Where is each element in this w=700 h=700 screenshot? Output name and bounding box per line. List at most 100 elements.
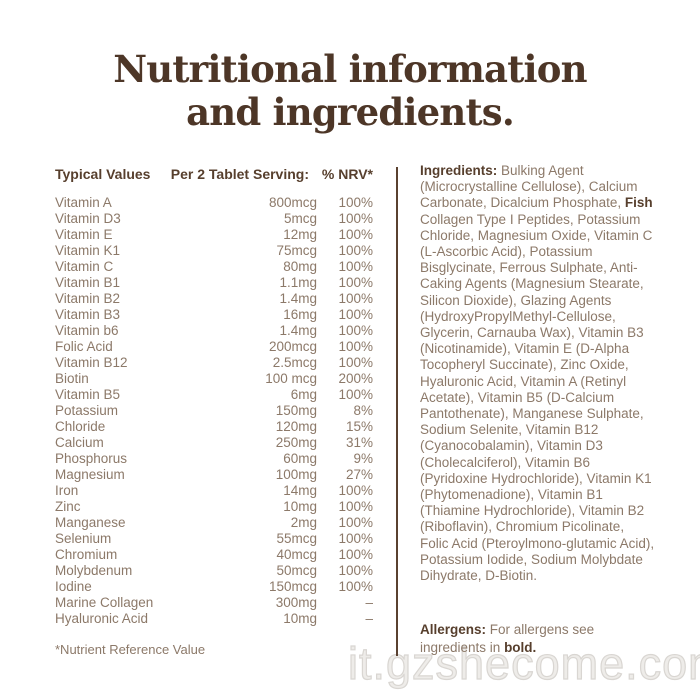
nutrient-amount: 250mg bbox=[275, 435, 317, 450]
nutrient-amount: 14mg bbox=[283, 483, 317, 498]
nutrition-table-body: Vitamin A 800mcg 100% Vitamin D3 5mcg 100% Vit… bbox=[55, 195, 373, 627]
nutrient-amount: 6mg bbox=[290, 387, 317, 402]
page-title-line1: Nutritional information bbox=[113, 47, 587, 91]
table-row: Vitamin B2 1.4mg 100% bbox=[55, 291, 373, 307]
table-row: Vitamin B3 16mg 100% bbox=[55, 307, 373, 323]
nutrient-nrv: 100% bbox=[338, 563, 373, 578]
nutrient-nrv: 31% bbox=[345, 435, 373, 450]
nutrient-name: Potassium bbox=[55, 403, 119, 418]
nutrient-amount: 800mcg bbox=[268, 195, 317, 210]
nutrient-nrv: 100% bbox=[338, 339, 373, 354]
nutrient-nrv: 100% bbox=[338, 291, 373, 306]
nutrient-amount: 1.4mg bbox=[279, 323, 317, 338]
nutrition-table-header: Typical Values Per 2 Tablet Serving: % N… bbox=[55, 166, 373, 182]
nutrient-nrv: 8% bbox=[353, 403, 373, 418]
nutrient-nrv: 100% bbox=[338, 355, 373, 370]
nutrient-nrv: – bbox=[365, 611, 373, 626]
nutrient-amount: 2mg bbox=[290, 515, 317, 530]
col-header-nrv: % NRV* bbox=[321, 166, 373, 182]
table-row: Chloride 120mg 15% bbox=[55, 419, 373, 435]
nutrient-amount: 1.1mg bbox=[279, 275, 317, 290]
table-row: Phosphorus 60mg 9% bbox=[55, 451, 373, 467]
nutrient-amount: 150mcg bbox=[268, 579, 317, 594]
col-header-typical-values: Typical Values bbox=[55, 166, 151, 182]
col-header-serving: Per 2 Tablet Serving: bbox=[170, 166, 309, 182]
table-row: Folic Acid 200mcg 100% bbox=[55, 339, 373, 355]
nutrient-name: Molybdenum bbox=[55, 563, 133, 578]
nutrient-amount: 50mcg bbox=[276, 563, 317, 578]
nutrient-name: Magnesium bbox=[55, 467, 125, 482]
nutrient-name: Vitamin B2 bbox=[55, 291, 121, 306]
watermark: it.gzshecome.com bbox=[347, 638, 700, 689]
nutrient-nrv: 100% bbox=[338, 547, 373, 562]
nutrient-nrv: – bbox=[365, 595, 373, 610]
table-row: Vitamin A 800mcg 100% bbox=[55, 195, 373, 211]
allergens-bold-segment: Allergens: bbox=[420, 622, 490, 637]
ingredients-paragraph: Ingredients: Bulking Agent (Microcrystal… bbox=[420, 163, 656, 584]
table-row: Biotin 100 mcg 200% bbox=[55, 371, 373, 387]
nutrient-name: Hyaluronic Acid bbox=[55, 611, 149, 626]
nutrient-nrv: 100% bbox=[338, 483, 373, 498]
nutrient-amount: 100 mcg bbox=[265, 371, 317, 386]
ingredients-bold-segment: Fish bbox=[624, 195, 653, 211]
nutrient-amount: 5mcg bbox=[283, 211, 317, 226]
table-row: Iodine 150mcg 100% bbox=[55, 579, 373, 595]
ingredients-bold-segment: Ingredients: bbox=[420, 163, 502, 178]
table-row: Vitamin B12 2.5mcg 100% bbox=[55, 355, 373, 371]
nutrient-amount: 150mg bbox=[275, 403, 317, 418]
nutrient-name: Vitamin B1 bbox=[55, 275, 121, 290]
nutrient-name: Zinc bbox=[55, 499, 81, 514]
table-row: Chromium 40mcg 100% bbox=[55, 547, 373, 563]
nutrient-name: Vitamin B12 bbox=[55, 355, 128, 370]
table-row: Vitamin D3 5mcg 100% bbox=[55, 211, 373, 227]
nutrient-nrv: 100% bbox=[338, 579, 373, 594]
nutrient-name: Vitamin E bbox=[55, 227, 113, 242]
nutrient-nrv: 100% bbox=[338, 211, 373, 226]
nutrient-nrv: 100% bbox=[338, 227, 373, 242]
nutrient-amount: 75mcg bbox=[276, 243, 317, 258]
nutrient-name: Phosphorus bbox=[55, 451, 128, 466]
nutrient-amount: 60mg bbox=[283, 451, 317, 466]
nutrient-amount: 1.4mg bbox=[279, 291, 317, 306]
table-row: Vitamin B5 6mg 100% bbox=[55, 387, 373, 403]
nutrient-nrv: 100% bbox=[338, 307, 373, 322]
nutrient-name: Selenium bbox=[55, 531, 112, 546]
nutrient-name: Vitamin D3 bbox=[55, 211, 121, 226]
table-row: Vitamin C 80mg 100% bbox=[55, 259, 373, 275]
nutrient-nrv: 9% bbox=[353, 451, 373, 466]
nutrient-amount: 55mcg bbox=[276, 531, 317, 546]
allergens-text-segment: For allergens see ingredients in bbox=[420, 622, 595, 655]
table-row: Molybdenum 50mcg 100% bbox=[55, 563, 373, 579]
table-row: Vitamin b6 1.4mg 100% bbox=[55, 323, 373, 339]
nutrient-name: Iron bbox=[55, 483, 79, 498]
nutrient-amount: 100mg bbox=[275, 467, 317, 482]
table-row: Iron 14mg 100% bbox=[55, 483, 373, 499]
table-row: Vitamin E 12mg 100% bbox=[55, 227, 373, 243]
table-row: Vitamin K1 75mcg 100% bbox=[55, 243, 373, 259]
nutrient-amount: 10mg bbox=[283, 499, 317, 514]
table-row: Manganese 2mg 100% bbox=[55, 515, 373, 531]
nutrient-amount: 12mg bbox=[283, 227, 317, 242]
ingredients-text-segment: Bulking Agent (Microcrystalline Cellulos… bbox=[420, 163, 638, 211]
nutrient-name: Marine Collagen bbox=[55, 595, 154, 610]
nutrient-amount: 200mcg bbox=[268, 339, 317, 354]
nrv-footnote: *Nutrient Reference Value bbox=[55, 642, 206, 657]
nutrition-table: Typical Values Per 2 Tablet Serving: % N… bbox=[55, 166, 373, 627]
allergens-bold-segment: bold. bbox=[504, 640, 537, 655]
nutrient-nrv: 27% bbox=[345, 467, 373, 482]
table-row: Vitamin B1 1.1mg 100% bbox=[55, 275, 373, 291]
nutrient-amount: 40mcg bbox=[276, 547, 317, 562]
nutrient-name: Vitamin B5 bbox=[55, 387, 121, 402]
nutrient-nrv: 100% bbox=[338, 259, 373, 274]
nutrient-name: Folic Acid bbox=[55, 339, 113, 354]
nutrient-amount: 10mg bbox=[283, 611, 317, 626]
nutrient-nrv: 100% bbox=[338, 515, 373, 530]
nutrient-nrv: 100% bbox=[338, 243, 373, 258]
table-row: Potassium 150mg 8% bbox=[55, 403, 373, 419]
nutrient-nrv: 15% bbox=[345, 419, 373, 434]
page-title: Nutritional information and ingredients. bbox=[0, 48, 700, 134]
table-row: Selenium 55mcg 100% bbox=[55, 531, 373, 547]
table-row: Magnesium 100mg 27% bbox=[55, 467, 373, 483]
nutrient-amount: 80mg bbox=[283, 259, 317, 274]
